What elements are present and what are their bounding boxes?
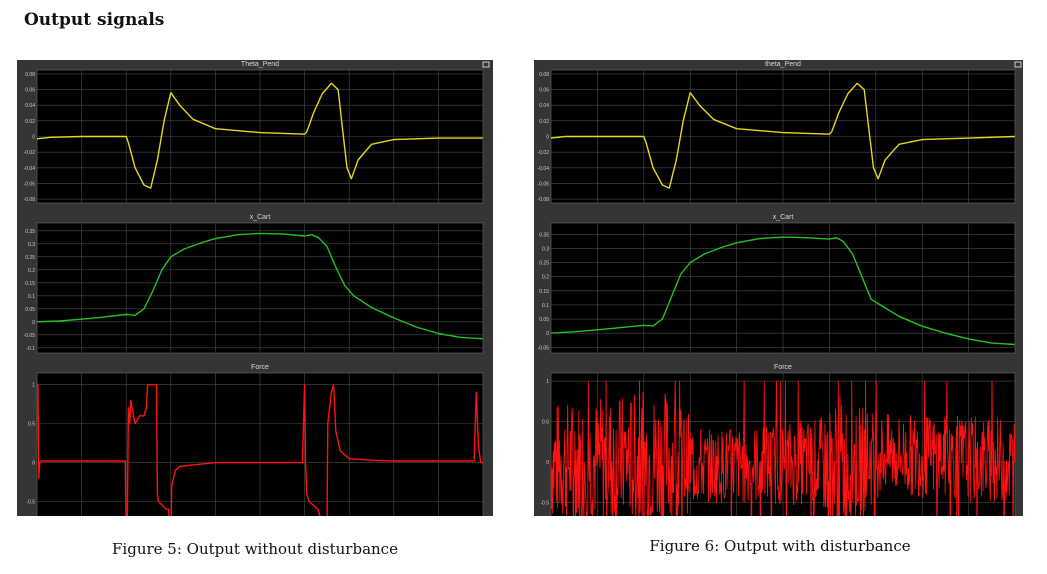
y-tick-label: -0.08: [24, 197, 36, 203]
y-tick-label: 0.02: [25, 119, 35, 125]
figure-5-caption: Figure 5: Output without disturbance: [112, 540, 398, 558]
y-tick-label: 0.05: [25, 307, 35, 313]
y-tick-label: -0.5: [540, 500, 549, 506]
y-tick-label: -0.02: [538, 150, 550, 156]
series-line: [550, 380, 1016, 516]
figure-6-scope: theta_Pend -0.08 -0.06 -0.04 -0.02 0 0.02 0.04 0…: [534, 60, 1023, 516]
series-line: [550, 82, 1016, 189]
figure-6-caption: Figure 6: Output with disturbance: [649, 537, 911, 555]
y-tick-label: -0.05: [24, 333, 36, 339]
y-tick-label: 0.08: [25, 72, 35, 78]
y-tick-label: 0: [546, 460, 549, 466]
grid-lines: [36, 70, 484, 203]
plot-title: Force: [774, 364, 792, 371]
y-tick-label: -0.04: [24, 166, 36, 172]
y-tick-label: 1: [32, 383, 35, 389]
y-tick-label: 0: [32, 461, 35, 467]
y-tick-label: -0.08: [538, 197, 550, 203]
series-line: [36, 232, 484, 340]
y-tick-label: 0.08: [539, 72, 549, 78]
y-tick-label: 0.1: [28, 294, 35, 300]
y-tick-label: 0.5: [28, 422, 35, 428]
figure-6-plot: theta_Pend -0.08 -0.06 -0.04 -0.02 0 0.02 0.04 0…: [538, 61, 1022, 516]
plot-title: x_Cart: [250, 214, 271, 221]
y-tick-label: 0: [32, 320, 35, 326]
y-tick-label: 0.06: [539, 88, 549, 94]
y-tick-label: 0.25: [25, 255, 35, 261]
y-tick-label: 0.25: [539, 261, 549, 267]
series-line: [37, 384, 483, 516]
y-tick-label: 0.15: [539, 289, 549, 295]
y-tick-label: 0.35: [539, 232, 549, 238]
y-tick-label: 0.1: [542, 303, 549, 309]
y-tick-label: 0.15: [25, 281, 35, 287]
series-line: [550, 236, 1016, 346]
y-tick-label: -0.06: [538, 181, 550, 187]
grid-lines: [550, 223, 1016, 353]
grid-lines: [36, 223, 484, 353]
y-tick-label: 1: [546, 379, 549, 385]
y-tick-label: 0.04: [25, 103, 35, 109]
maximize-icon: [482, 61, 490, 68]
y-tick-label: -0.04: [538, 166, 550, 172]
y-tick-label: -0.5: [26, 499, 35, 505]
maximize-icon: [1014, 61, 1022, 68]
y-tick-label: 0.2: [28, 268, 35, 274]
y-tick-label: -0.1: [26, 346, 35, 352]
plot-title: theta_Pend: [765, 61, 801, 68]
y-tick-label: -0.02: [24, 150, 36, 156]
figure-5-plot: Theta_Pend -0.08 -0.06 -0.04 -0.02 0 0.02 0.04 0…: [24, 61, 490, 516]
y-tick-label: 0: [546, 331, 549, 337]
y-tick-label: 0.3: [28, 242, 35, 248]
y-tick-label: 0: [32, 135, 35, 141]
y-tick-label: 0.05: [539, 317, 549, 323]
y-tick-label: 0.04: [539, 103, 549, 109]
plot-title: Theta_Pend: [241, 61, 279, 68]
y-tick-label: 0.2: [542, 275, 549, 281]
y-tick-label: 0: [546, 135, 549, 141]
y-tick-label: -0.05: [538, 345, 550, 351]
figure-5-scope: Theta_Pend -0.08 -0.06 -0.04 -0.02 0 0.02 0.04 0…: [17, 60, 493, 516]
y-tick-label: 0.5: [542, 420, 549, 426]
y-tick-label: -0.06: [24, 181, 36, 187]
y-tick-label: 0.02: [539, 119, 549, 125]
y-tick-label: 0.35: [25, 229, 35, 235]
plot-title: Force: [251, 364, 269, 371]
series-line: [36, 82, 483, 189]
plot-title: x_Cart: [773, 214, 794, 221]
y-tick-label: 0.3: [542, 246, 549, 252]
section-heading: Output signals: [24, 10, 165, 30]
y-tick-label: 0.06: [25, 88, 35, 94]
